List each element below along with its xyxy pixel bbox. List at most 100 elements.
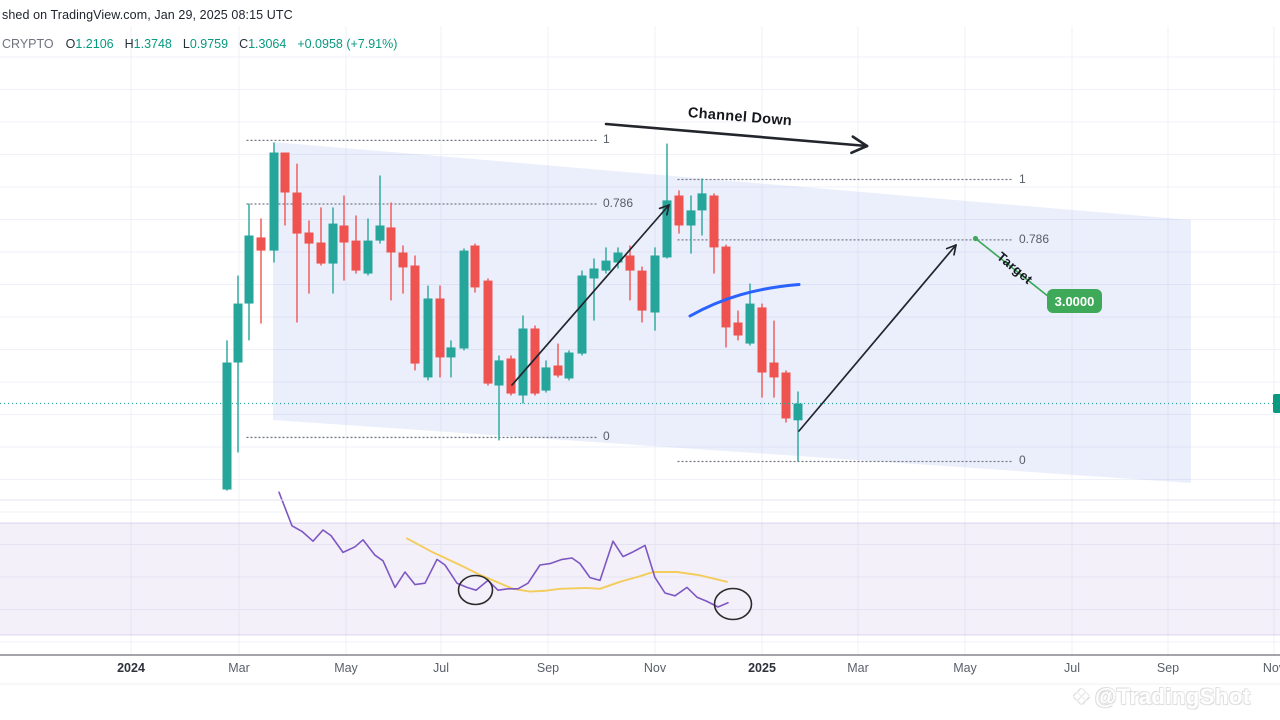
x-axis-label: Sep bbox=[1156, 661, 1180, 675]
ohlc-letter: L bbox=[182, 37, 190, 51]
candle-down[interactable] bbox=[733, 322, 743, 336]
candle-down[interactable] bbox=[351, 240, 361, 271]
watermark-handle: @TradingShot bbox=[1094, 684, 1251, 709]
symbol-label[interactable]: CRYPTO bbox=[2, 37, 54, 51]
x-axis-label: May bbox=[334, 661, 358, 675]
blue-curve-drawing[interactable] bbox=[688, 283, 801, 318]
x-axis-label: Nov bbox=[643, 661, 667, 675]
candle-up[interactable] bbox=[745, 303, 755, 344]
x-axis-label: Mar bbox=[228, 661, 250, 675]
candle-up[interactable] bbox=[793, 403, 803, 421]
ohlc-value: 1.3064 bbox=[248, 37, 287, 51]
current-price-tag bbox=[1273, 394, 1280, 413]
channel-down-arrow[interactable] bbox=[604, 122, 869, 148]
channel-down-arrow-head bbox=[851, 135, 869, 148]
candle-up[interactable] bbox=[601, 260, 611, 271]
watermark: ❖ @TradingShot bbox=[1072, 684, 1251, 710]
candle-up[interactable] bbox=[686, 210, 696, 226]
channel-down-arrow-head bbox=[850, 144, 869, 155]
oscillator-band bbox=[0, 523, 1280, 635]
candle-up[interactable] bbox=[577, 275, 587, 354]
ohlc-value: 1.3748 bbox=[133, 37, 172, 51]
channel-down-zone[interactable] bbox=[273, 142, 1191, 483]
candle-up[interactable] bbox=[613, 252, 623, 263]
candle-down[interactable] bbox=[339, 225, 349, 243]
candle-down[interactable] bbox=[530, 328, 540, 394]
oscillator-line[interactable] bbox=[278, 491, 729, 608]
candle-down[interactable] bbox=[398, 252, 408, 268]
candle-down[interactable] bbox=[721, 246, 731, 328]
candle-down[interactable] bbox=[625, 255, 635, 271]
candle-up[interactable] bbox=[446, 347, 456, 358]
ohlc-letter: H bbox=[124, 37, 134, 51]
impulse-arrow-2-head bbox=[953, 244, 957, 256]
tradingshot-logo-icon: ❖ bbox=[1072, 685, 1091, 709]
fib-level-label: 1 bbox=[1019, 171, 1026, 186]
candle-up[interactable] bbox=[541, 367, 551, 391]
candle-up[interactable] bbox=[328, 223, 338, 264]
candle-down[interactable] bbox=[304, 232, 314, 244]
candle-down[interactable] bbox=[709, 195, 719, 248]
candle-down[interactable] bbox=[769, 362, 779, 378]
impulse-arrow-1[interactable] bbox=[511, 204, 670, 386]
highlight-circle-drawing[interactable] bbox=[713, 587, 753, 621]
candle-down[interactable] bbox=[410, 265, 420, 364]
candle-down[interactable] bbox=[637, 270, 647, 311]
highlight-circle-drawing[interactable] bbox=[457, 574, 494, 606]
fib-level-label: 0.786 bbox=[603, 195, 634, 210]
candle-up[interactable] bbox=[375, 225, 385, 241]
candle-up[interactable] bbox=[518, 328, 528, 396]
candle-down[interactable] bbox=[316, 242, 326, 264]
candle-up[interactable] bbox=[662, 200, 672, 258]
candle-up[interactable] bbox=[233, 303, 243, 363]
ohlc-value: 1.2106 bbox=[75, 37, 114, 51]
candle-down[interactable] bbox=[280, 152, 290, 193]
candle-down[interactable] bbox=[256, 237, 266, 251]
fib-level-label: 0.786 bbox=[1019, 231, 1050, 246]
impulse-arrow-2-head bbox=[945, 244, 957, 250]
target-trend-line[interactable] bbox=[974, 237, 1050, 298]
candle-up[interactable] bbox=[222, 362, 232, 490]
fib-level-label: 1 bbox=[603, 132, 610, 147]
impulse-arrow-1-head bbox=[665, 204, 670, 216]
candle-up[interactable] bbox=[459, 250, 469, 349]
candle-up[interactable] bbox=[589, 268, 599, 279]
impulse-arrow-2[interactable] bbox=[798, 244, 957, 432]
x-axis-label: Nov bbox=[1262, 661, 1280, 675]
candle-up[interactable] bbox=[363, 240, 373, 274]
candle-down[interactable] bbox=[781, 372, 791, 419]
x-axis-label: Jul bbox=[433, 661, 449, 675]
candle-down[interactable] bbox=[386, 227, 396, 253]
candle-down[interactable] bbox=[483, 280, 493, 384]
ohlc-letter: C bbox=[239, 37, 249, 51]
candle-down[interactable] bbox=[674, 195, 684, 226]
candle-down[interactable] bbox=[435, 298, 445, 358]
target-price-label[interactable]: 3.0000 bbox=[1047, 289, 1102, 313]
candle-up[interactable] bbox=[423, 298, 433, 378]
candle-up[interactable] bbox=[564, 352, 574, 379]
change-value: +0.0958 (+7.91%) bbox=[297, 37, 398, 51]
x-axis-label: 2024 bbox=[117, 661, 145, 675]
x-axis-label: Sep bbox=[536, 661, 560, 675]
candle-down[interactable] bbox=[553, 365, 563, 376]
candle-up[interactable] bbox=[697, 193, 707, 211]
oscillator-ma-line[interactable] bbox=[406, 537, 728, 593]
candle-down[interactable] bbox=[470, 245, 480, 288]
target-line-anchor-dot[interactable] bbox=[972, 235, 979, 242]
ohlc-letter: O bbox=[65, 37, 76, 51]
x-axis-label: May bbox=[953, 661, 977, 675]
candle-up[interactable] bbox=[244, 235, 254, 304]
candle-down[interactable] bbox=[757, 307, 767, 373]
ohlc-value: 0.9759 bbox=[189, 37, 229, 51]
fib-level-label: 0 bbox=[603, 429, 610, 444]
symbol-ohlc-row: CRYPTO O1.2106 H1.3748 L0.9759 C1.3064 +0.095… bbox=[2, 37, 397, 51]
candle-up[interactable] bbox=[650, 255, 660, 313]
candle-down[interactable] bbox=[506, 358, 516, 394]
candle-up[interactable] bbox=[269, 152, 279, 251]
impulse-arrow-1-head bbox=[658, 204, 670, 210]
fib-level-label: 0 bbox=[1019, 453, 1026, 468]
candle-up[interactable] bbox=[494, 360, 504, 386]
candle-down[interactable] bbox=[292, 192, 302, 234]
